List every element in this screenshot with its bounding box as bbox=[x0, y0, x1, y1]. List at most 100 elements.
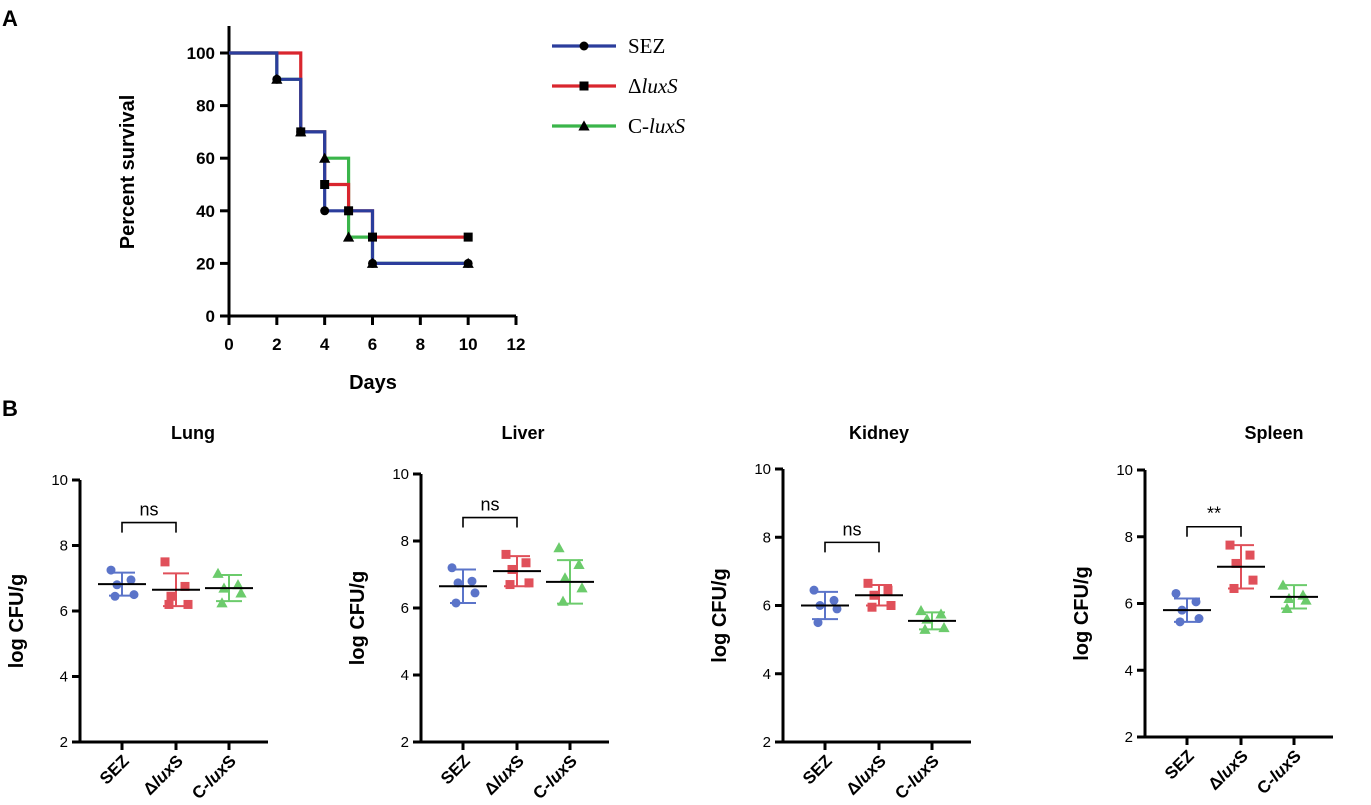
chart-title: Kidney bbox=[849, 423, 909, 443]
panel-label-b: B bbox=[2, 396, 18, 421]
data-point bbox=[1171, 588, 1181, 598]
y-tick-label: 2 bbox=[763, 734, 771, 751]
legend-label: C-luxS bbox=[628, 114, 686, 138]
y-tick-label: 40 bbox=[196, 202, 215, 221]
y-axis-title: log CFU/g bbox=[347, 571, 369, 665]
survival-marker-cluxs bbox=[271, 73, 283, 84]
data-point bbox=[160, 557, 170, 567]
y-tick-label: 10 bbox=[1116, 462, 1133, 479]
data-point bbox=[521, 558, 531, 568]
data-point bbox=[886, 601, 896, 610]
data-point bbox=[501, 549, 511, 559]
y-tick-label: 20 bbox=[196, 254, 215, 273]
data-point bbox=[470, 588, 480, 598]
data-point bbox=[524, 578, 534, 588]
data-point bbox=[1194, 614, 1204, 624]
data-point bbox=[1248, 575, 1258, 585]
data-point bbox=[1277, 579, 1289, 590]
data-point bbox=[809, 585, 819, 595]
data-point bbox=[216, 597, 228, 608]
x-tick-label: C-luxS bbox=[188, 751, 240, 803]
data-point bbox=[1281, 602, 1293, 614]
y-tick-label: 2 bbox=[401, 734, 409, 751]
survival-marker-sez bbox=[320, 206, 330, 216]
significance-label: ns bbox=[842, 519, 861, 539]
legend-label: ΔluxS bbox=[628, 74, 678, 98]
survival-marker-luxs bbox=[344, 206, 354, 216]
x-tick-label: 12 bbox=[507, 335, 526, 354]
chart-title: Lung bbox=[171, 423, 215, 443]
data-point bbox=[447, 563, 457, 573]
x-tick-label: 4 bbox=[320, 335, 330, 354]
data-point bbox=[212, 567, 224, 578]
survival-chart: 0 20 40 60 80 100 0 2 4 6 8 10 12 Days Percent surviva… bbox=[117, 26, 686, 394]
y-tick-label: 10 bbox=[51, 472, 68, 489]
legend-marker bbox=[579, 41, 589, 51]
y-tick-label: 6 bbox=[60, 603, 68, 620]
panel-label-a: A bbox=[2, 6, 18, 31]
data-point bbox=[453, 578, 463, 588]
x-tick-label: SEZ bbox=[437, 751, 474, 788]
y-tick-label: 0 bbox=[206, 307, 215, 326]
x-axis-title: Days bbox=[349, 372, 397, 394]
y-tick-label: 60 bbox=[196, 149, 215, 168]
y-tick-label: 10 bbox=[392, 466, 409, 483]
significance-bracket bbox=[121, 521, 177, 533]
x-tick-label: 0 bbox=[224, 335, 233, 354]
chart-title: Liver bbox=[501, 423, 544, 443]
data-point bbox=[1191, 597, 1201, 607]
y-tick-label: 2 bbox=[1125, 729, 1133, 746]
y-tick-label: 4 bbox=[401, 667, 409, 684]
y-axis-title: Percent survival bbox=[117, 95, 139, 250]
significance-label: ns bbox=[480, 495, 499, 515]
y-axis-title: log CFU/g bbox=[1071, 566, 1093, 660]
data-point bbox=[1231, 558, 1241, 568]
data-point bbox=[166, 591, 176, 601]
y-axis-title: log CFU/g bbox=[6, 574, 28, 668]
data-point bbox=[126, 575, 136, 585]
y-tick-label: 8 bbox=[763, 529, 771, 546]
y-axis-title: log CFU/g bbox=[709, 568, 731, 662]
survival-marker-cluxs bbox=[462, 257, 474, 268]
y-tick-label: 4 bbox=[1125, 662, 1133, 679]
x-tick-label: SEZ bbox=[799, 751, 836, 788]
data-point bbox=[1225, 540, 1235, 550]
data-point bbox=[915, 604, 927, 616]
x-tick-label: 8 bbox=[416, 335, 425, 354]
significance-bracket bbox=[1186, 525, 1242, 537]
data-point bbox=[129, 590, 139, 600]
data-point bbox=[235, 587, 247, 598]
data-point bbox=[1300, 594, 1312, 605]
data-point bbox=[863, 578, 873, 588]
y-tick-label: 8 bbox=[60, 538, 68, 555]
y-tick-label: 10 bbox=[754, 461, 771, 478]
y-tick-label: 2 bbox=[60, 734, 68, 751]
survival-marker-cluxs bbox=[342, 231, 355, 242]
data-point bbox=[867, 602, 877, 612]
y-tick-label: 4 bbox=[60, 669, 68, 686]
x-tick-label: 10 bbox=[459, 335, 478, 354]
y-tick-label: 6 bbox=[763, 598, 771, 615]
data-point bbox=[813, 618, 823, 628]
data-point bbox=[1229, 583, 1239, 593]
y-tick-label: 8 bbox=[1125, 529, 1133, 546]
data-point bbox=[832, 604, 842, 614]
data-point bbox=[938, 622, 950, 633]
data-point bbox=[180, 581, 190, 591]
data-point bbox=[1245, 550, 1255, 560]
x-tick-label: ΔluxS bbox=[842, 751, 889, 798]
data-point bbox=[106, 565, 116, 575]
x-tick-label: SEZ bbox=[1161, 746, 1198, 783]
x-tick-label: ΔluxS bbox=[480, 751, 527, 798]
x-tick-label: ΔluxS bbox=[1204, 746, 1251, 793]
data-point bbox=[559, 572, 571, 583]
data-point bbox=[553, 542, 565, 553]
survival-marker-luxs bbox=[320, 180, 330, 189]
x-tick-label: 6 bbox=[368, 335, 377, 354]
survival-marker-luxs bbox=[463, 232, 473, 242]
x-tick-label: ΔluxS bbox=[139, 751, 186, 798]
survival-marker-cluxs bbox=[319, 152, 331, 163]
